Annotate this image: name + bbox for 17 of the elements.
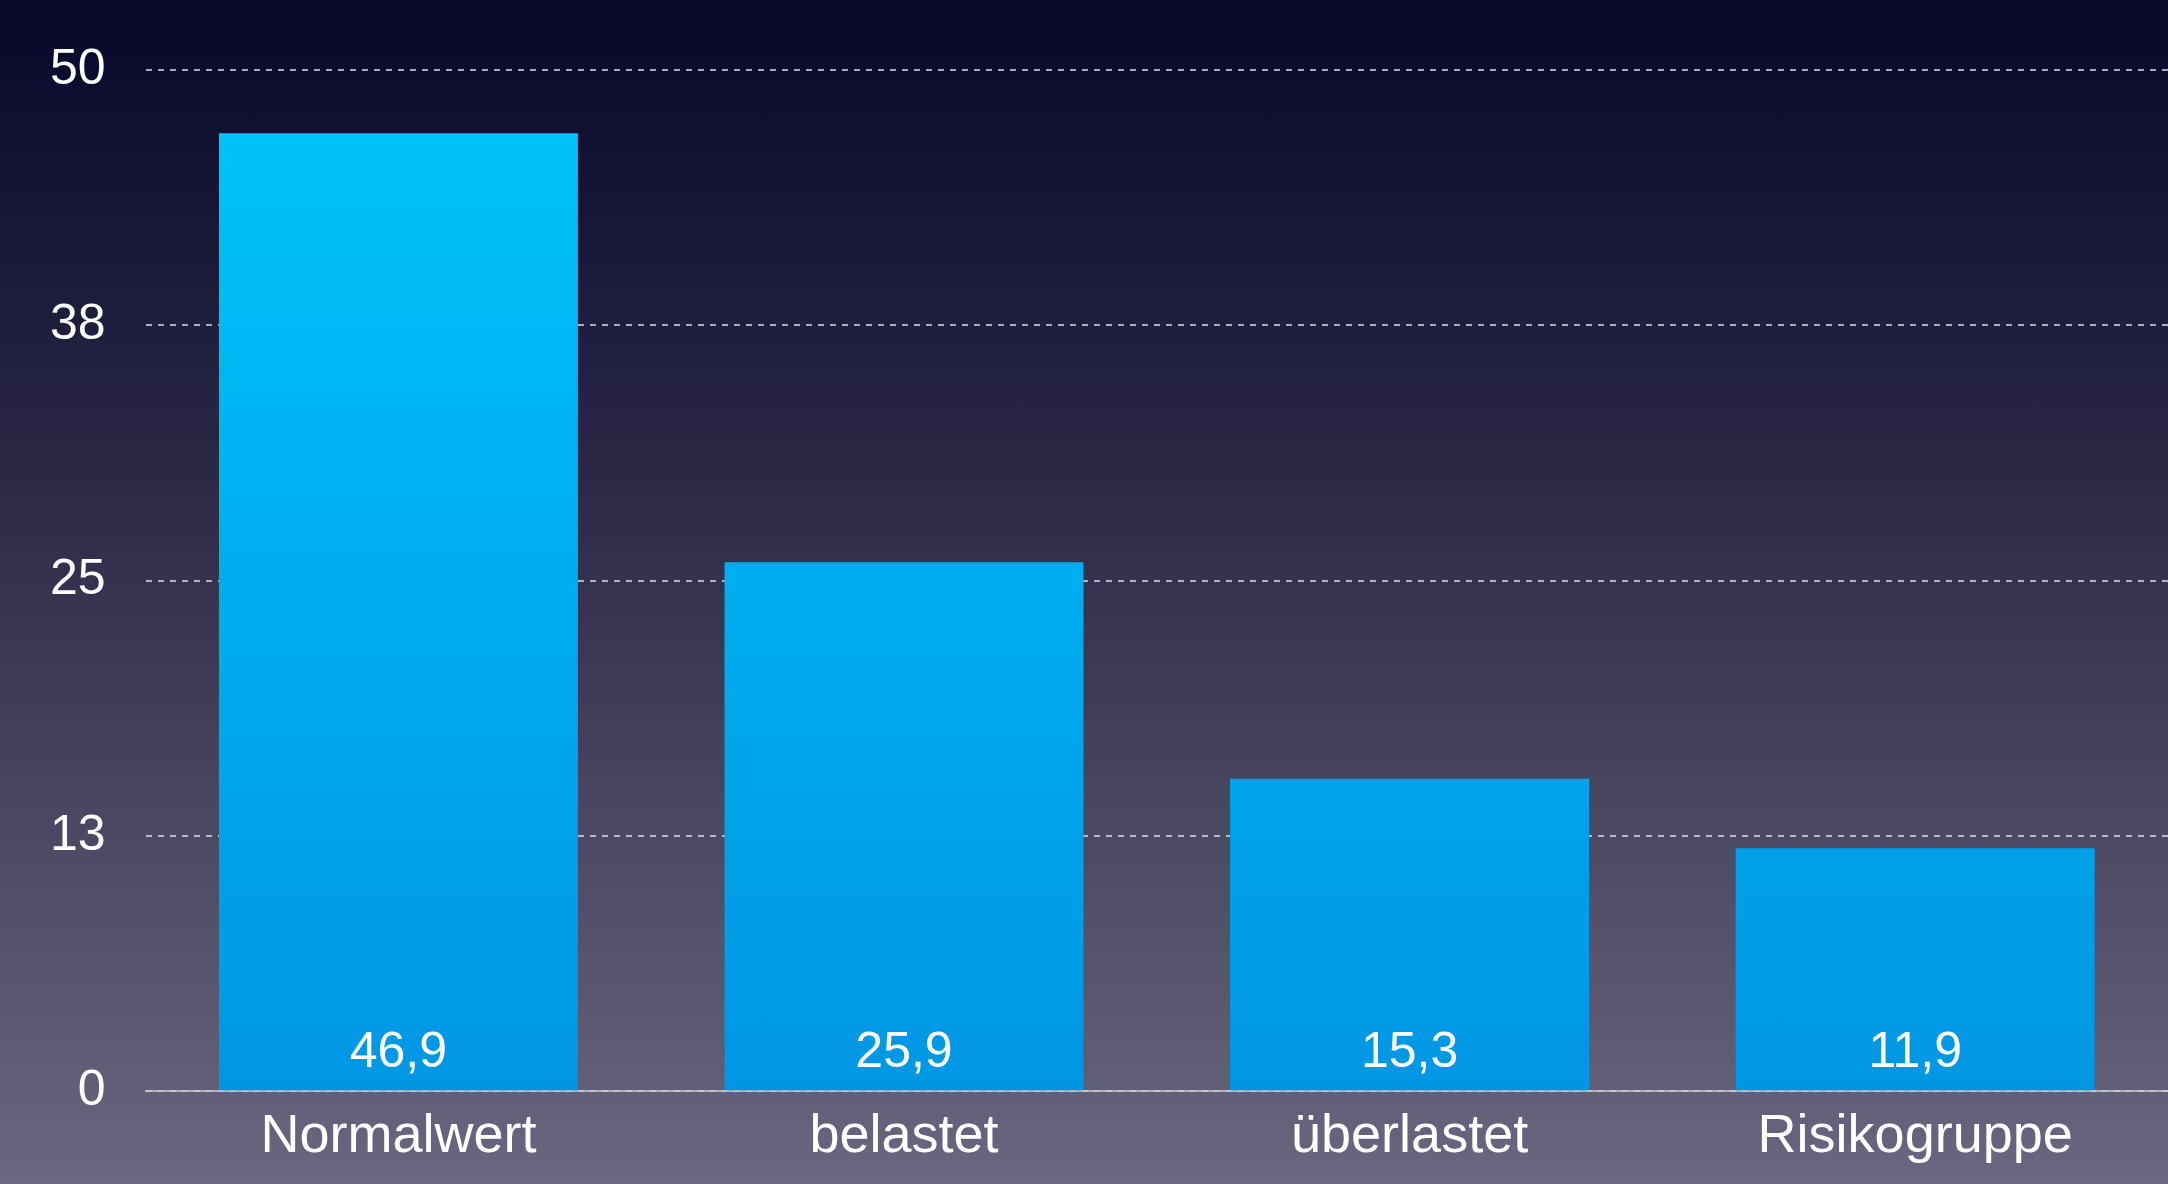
bar	[724, 562, 1084, 1091]
x-tick-label: belastet	[809, 1103, 999, 1164]
x-tick-label: Risikogruppe	[1757, 1103, 2073, 1164]
bar	[1230, 778, 1590, 1091]
data-label: 25,9	[855, 1021, 953, 1078]
y-tick-label: 38	[49, 294, 106, 351]
bar	[1735, 848, 2095, 1091]
y-tick-label: 50	[49, 38, 106, 95]
bar	[218, 133, 578, 1091]
data-label: 46,9	[349, 1021, 448, 1078]
data-label: 15,3	[1360, 1021, 1459, 1078]
y-tick-label: 0	[77, 1059, 106, 1116]
y-tick-label: 25	[49, 549, 106, 606]
data-label: 11,9	[1868, 1021, 1963, 1078]
x-tick-label: überlastet	[1291, 1103, 1529, 1164]
y-tick-label: 13	[49, 804, 106, 861]
x-tick-label: Normalwert	[260, 1103, 537, 1164]
